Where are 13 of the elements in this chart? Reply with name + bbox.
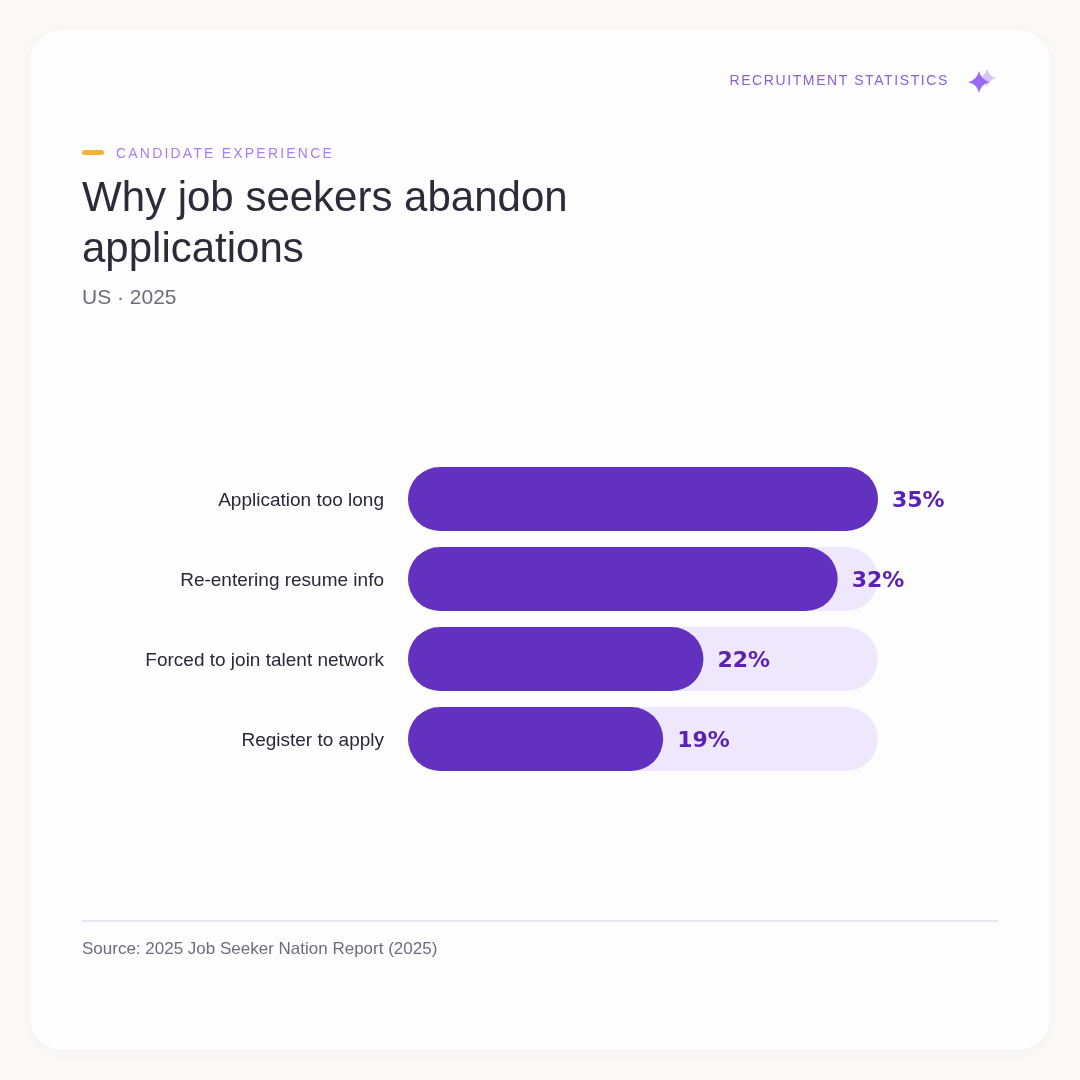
y-tick-label: Register to apply [241, 728, 385, 750]
data-label: 35% [892, 486, 945, 512]
y-tick-label: Forced to join talent network [145, 648, 385, 670]
data-label: 22% [717, 646, 771, 672]
y-tick-label: Application too long [218, 488, 384, 510]
text: CANDIDATE EXPERIENCE [116, 145, 334, 161]
y-tick-label: Re-entering resume info [180, 568, 384, 590]
text: RECRUITMENT STATISTICS [729, 72, 949, 88]
chart-title: Why job seekers abandon applications [82, 172, 569, 273]
data-label: 19% [677, 726, 730, 752]
source-note: Source: 2025 Job Seeker Nation Report (2025) [82, 939, 438, 959]
text: US · 2025 [82, 285, 177, 308]
data-label: 32% [851, 566, 905, 592]
